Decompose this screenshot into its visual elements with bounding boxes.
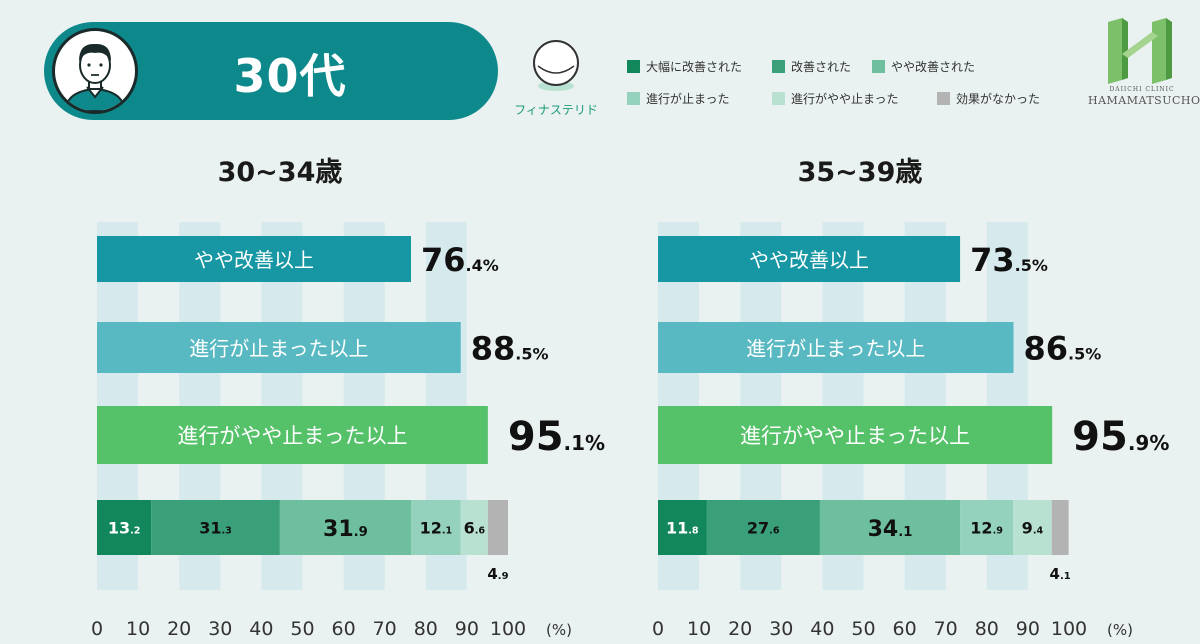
man-avatar-icon [52,28,138,114]
legend-label: 改善された [791,60,852,74]
summary-bar [97,406,488,464]
x-tick-label: 20 [167,618,191,640]
summary-bar-label: やや改善以上 [749,248,869,272]
stacked-segment [97,500,152,555]
summary-bar [97,322,461,373]
summary-bar [658,322,1014,373]
legend-item: 改善された [772,58,851,75]
summary-value-label: 95.1% [508,414,605,460]
stacked-value-label: 34.1 [868,517,913,542]
age-group-title: 30代 [233,49,347,103]
summary-bar-label: 進行が止まった以上 [746,337,925,361]
x-tick-label: 80 [414,618,438,640]
summary-bar [658,406,1053,464]
stacked-segment [819,500,961,555]
x-tick-label: 0 [652,618,664,640]
x-tick-label: 50 [851,618,875,640]
x-tick-label: 60 [332,618,356,640]
x-tick-label: 40 [249,618,273,640]
stacked-segment [1013,500,1052,555]
stacked-value-label: 6.6 [464,519,486,538]
legend-swatch [627,92,640,105]
legend-item: 進行がやや止まった [772,90,899,107]
x-tick-label: 10 [126,618,150,640]
x-tick-label: 80 [975,618,999,640]
legend-label: 効果がなかった [956,92,1041,106]
summary-bar [97,236,412,282]
x-tick-label: 10 [687,618,711,640]
logo-subtext: DAIICHI CLINIC [1109,86,1175,93]
legend-swatch [772,92,785,105]
x-tick-label: 20 [728,618,752,640]
legend-swatch [627,60,640,73]
legend-swatch [772,60,785,73]
summary-value-label: 73.5% [970,241,1048,279]
stacked-value-label: 31.9 [323,517,368,542]
x-tick-label: 50 [290,618,314,640]
pill-icon [530,36,582,100]
x-tick-label: 100 [490,618,526,640]
drug-label: フィナステリド [514,103,598,117]
stacked-segment [279,500,412,555]
stacked-value-label: 11.8 [666,519,699,538]
x-tick-label: 70 [934,618,958,640]
stacked-value-label: 4.1 [1050,565,1071,583]
summary-value-label: 76.4% [421,241,499,279]
summary-bar-label: やや改善以上 [194,248,314,272]
summary-bar [658,236,961,282]
chart-title-right: 35~39歳 [797,157,923,188]
stacked-value-label: 12.9 [970,519,1003,538]
summary-value-label: 95.9% [1072,414,1169,460]
clinic-logo [1088,18,1192,114]
summary-bar-label: 進行がやや止まった以上 [740,424,970,448]
x-tick-label: 90 [1016,618,1040,640]
summary-value-label: 88.5% [471,330,549,368]
x-tick-label: 0 [91,618,103,640]
legend-item: 大幅に改善された [627,58,742,75]
x-axis-unit: (%) [1107,621,1133,639]
stacked-segment [460,500,488,555]
summary-bar-label: 進行がやや止まった以上 [177,424,407,448]
stacked-segment [487,500,508,555]
legend-label: 進行が止まった [646,92,730,106]
x-tick-label: 100 [1051,618,1087,640]
stacked-value-label: 12.1 [420,519,453,538]
summary-bar-label: 進行が止まった以上 [189,337,368,361]
x-tick-label: 30 [208,618,232,640]
stacked-segment [706,500,820,555]
x-tick-label: 40 [810,618,834,640]
stacked-segment [960,500,1014,555]
x-tick-label: 70 [373,618,397,640]
stacked-value-label: 31.3 [199,519,232,538]
legend-swatch [872,60,885,73]
legend-swatch [937,92,950,105]
x-tick-label: 90 [455,618,479,640]
stacked-value-label: 4.9 [487,565,508,583]
stacked-segment [411,500,461,555]
legend-label: 大幅に改善された [646,60,743,74]
legend-label: 進行がやや止まった [791,92,899,106]
logo-text: HAMAMATSUCHO [1088,94,1200,107]
stacked-value-label: 13.2 [108,519,141,538]
stacked-segment [658,500,707,555]
summary-value-label: 86.5% [1024,330,1102,368]
x-tick-label: 30 [769,618,793,640]
stacked-segment [151,500,280,555]
legend-item: やや改善された [872,58,975,75]
chart-title-left: 30~34歳 [217,157,343,188]
legend-item: 進行が止まった [627,90,730,107]
stacked-value-label: 27.6 [747,519,780,538]
legend-item: 効果がなかった [937,90,1040,107]
x-tick-label: 60 [893,618,917,640]
stacked-segment [1051,500,1069,555]
x-axis-unit: (%) [546,621,572,639]
stacked-value-label: 9.4 [1022,519,1044,538]
legend-label: やや改善された [891,60,976,74]
